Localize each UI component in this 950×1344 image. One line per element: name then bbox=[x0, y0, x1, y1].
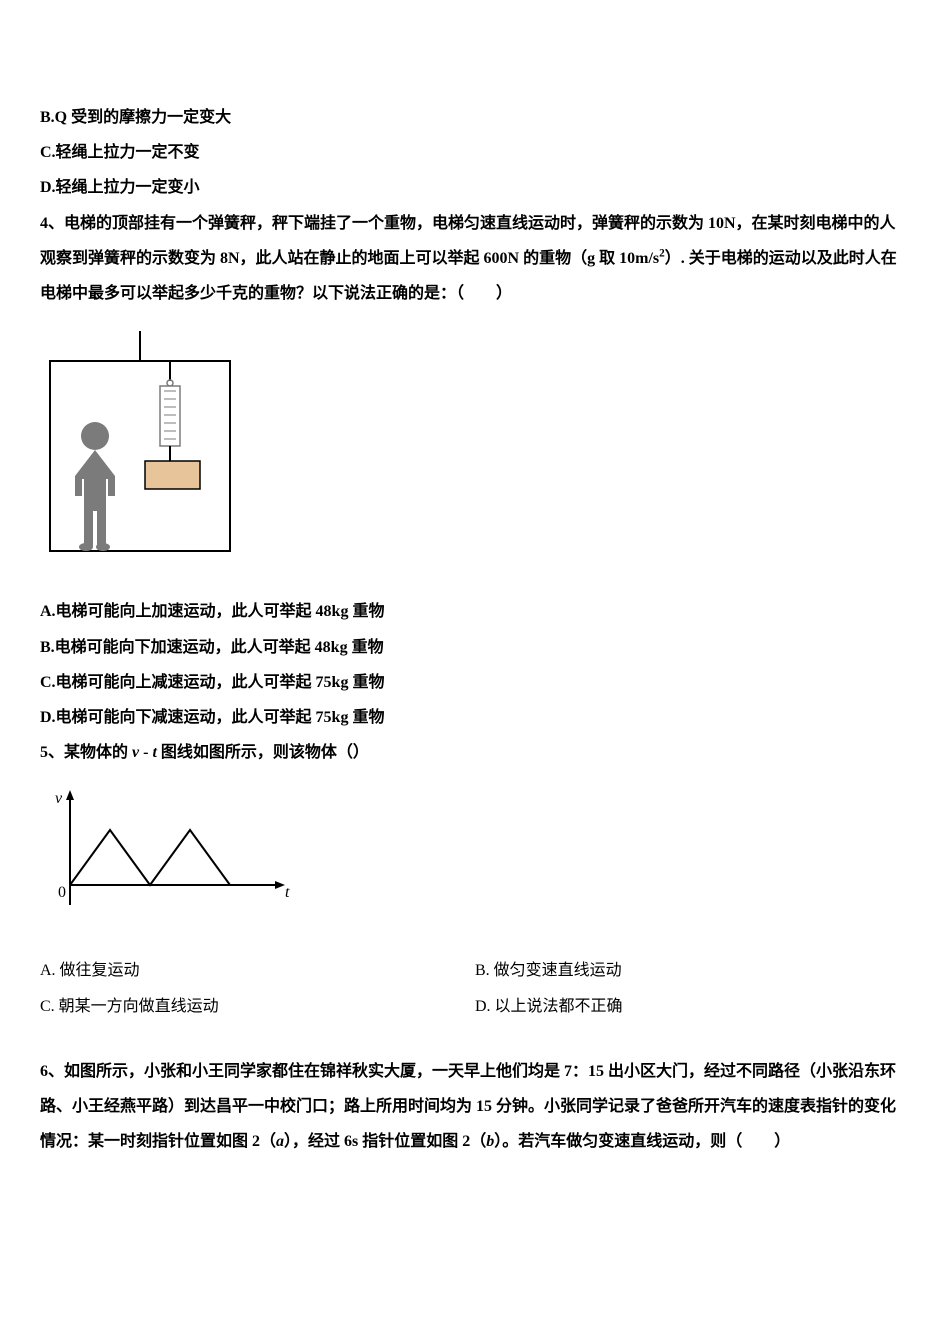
option-b-q5: B. 做匀变速直线运动 bbox=[475, 953, 910, 988]
option-a-q4: A.电梯可能向上加速运动，此人可举起 48kg 重物 bbox=[40, 594, 910, 629]
q6-stem-2: ），经过 6s 指针位置如图 2（ bbox=[284, 1133, 486, 1150]
q5-dash: - bbox=[139, 744, 152, 761]
option-b-q3: B.Q 受到的摩擦力一定变大 bbox=[40, 100, 910, 135]
q5-stem-2: 图线如图所示，则该物体（） bbox=[157, 744, 369, 761]
option-d-q3: D.轻绳上拉力一定变小 bbox=[40, 170, 910, 205]
zero-label: 0 bbox=[58, 884, 66, 901]
option-d-q4: D.电梯可能向下减速运动，此人可举起 75kg 重物 bbox=[40, 700, 910, 735]
question-5-stem: 5、某物体的 v - t 图线如图所示，则该物体（） bbox=[40, 735, 910, 770]
t-label: t bbox=[285, 884, 290, 901]
option-d-q5: D. 以上说法都不正确 bbox=[475, 989, 910, 1024]
elevator-figure bbox=[40, 331, 240, 574]
option-c-q5: C. 朝某一方向做直线运动 bbox=[40, 989, 475, 1024]
question-4-stem: 4、电梯的顶部挂有一个弹簧秤，秤下端挂了一个重物，电梯匀速直线运动时，弹簧秤的示… bbox=[40, 206, 910, 312]
option-b-q4: B.电梯可能向下加速运动，此人可举起 48kg 重物 bbox=[40, 630, 910, 665]
q5-options: A. 做往复运动 B. 做匀变速直线运动 C. 朝某一方向做直线运动 D. 以上… bbox=[40, 953, 910, 1023]
option-c-q4: C.电梯可能向上减速运动，此人可举起 75kg 重物 bbox=[40, 665, 910, 700]
vt-figure: v t 0 bbox=[40, 785, 300, 938]
v-label: v bbox=[55, 790, 63, 807]
option-a-q5: A. 做往复运动 bbox=[40, 953, 475, 988]
q5-stem-1: 5、某物体的 bbox=[40, 744, 132, 761]
question-6-stem: 6、如图所示，小张和小王同学家都住在锦祥秋实大厦，一天早上他们均是 7：15 出… bbox=[40, 1054, 910, 1160]
q6-stem-3: ）。若汽车做匀变速直线运动，则（ ） bbox=[494, 1133, 790, 1150]
option-c-q3: C.轻绳上拉力一定不变 bbox=[40, 135, 910, 170]
q6-a: a bbox=[276, 1133, 284, 1150]
